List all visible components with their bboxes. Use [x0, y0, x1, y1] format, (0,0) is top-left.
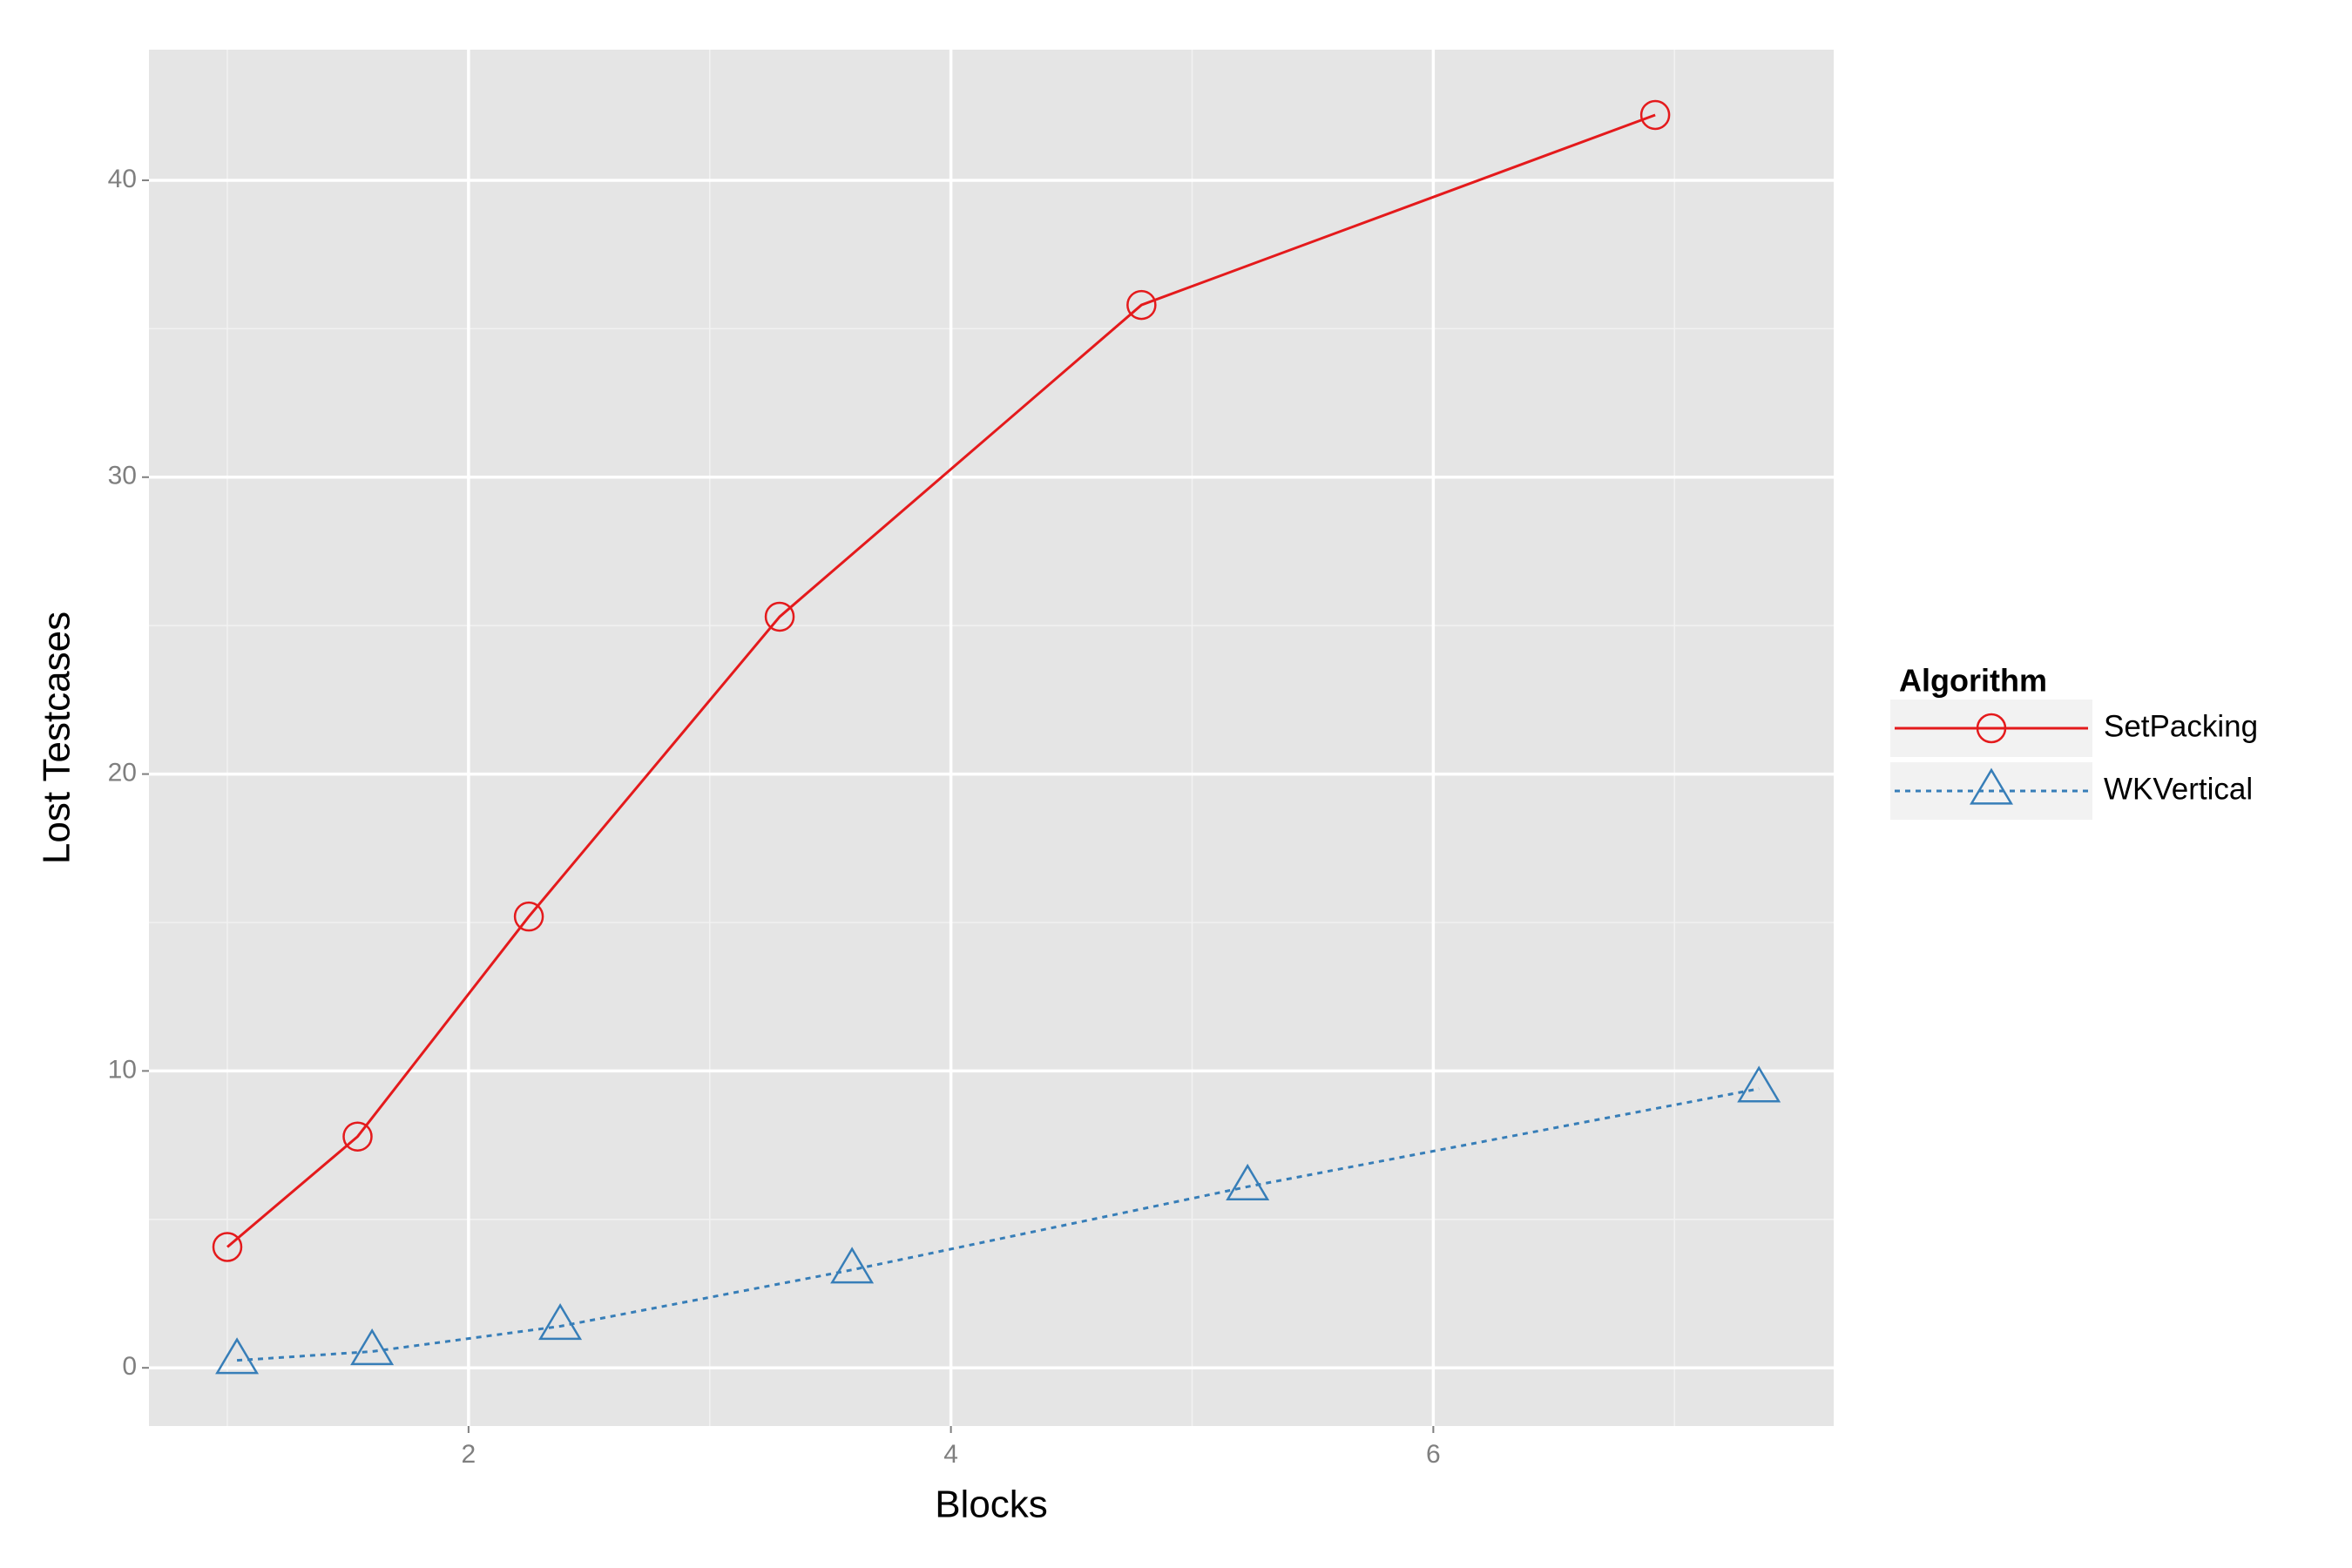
y-tick-label: 10 — [108, 1055, 137, 1084]
marker — [513, 901, 544, 932]
x-tick-label: 4 — [943, 1440, 958, 1469]
plot-panel — [149, 50, 1834, 1426]
marker — [1639, 99, 1671, 131]
marker — [350, 1328, 395, 1366]
y-tick-label: 30 — [108, 462, 137, 490]
x-tick-label: 2 — [462, 1440, 476, 1469]
y-tick-label: 0 — [122, 1352, 137, 1381]
legend-title: Algorithm — [1899, 663, 2047, 699]
marker — [538, 1303, 583, 1341]
marker — [830, 1247, 875, 1284]
marker — [1737, 1065, 1781, 1103]
y-tick-label: 20 — [108, 759, 137, 787]
marker — [212, 1232, 243, 1262]
y-axis-title: Lost Testcases — [36, 612, 78, 864]
marker — [1126, 289, 1157, 321]
marker — [342, 1121, 373, 1152]
legend-label: SetPacking — [2104, 709, 2258, 743]
series-line — [226, 113, 1656, 1248]
marker — [215, 1337, 260, 1375]
marker — [764, 601, 795, 632]
marker — [1970, 767, 2013, 805]
y-tick-label: 40 — [108, 165, 137, 193]
x-tick-label: 6 — [1426, 1440, 1441, 1469]
series-line — [236, 1087, 1760, 1362]
marker — [1226, 1163, 1270, 1200]
x-axis-title: Blocks — [935, 1484, 1048, 1526]
legend-label: WKVertical — [2104, 772, 2253, 806]
marker — [1976, 713, 2007, 744]
